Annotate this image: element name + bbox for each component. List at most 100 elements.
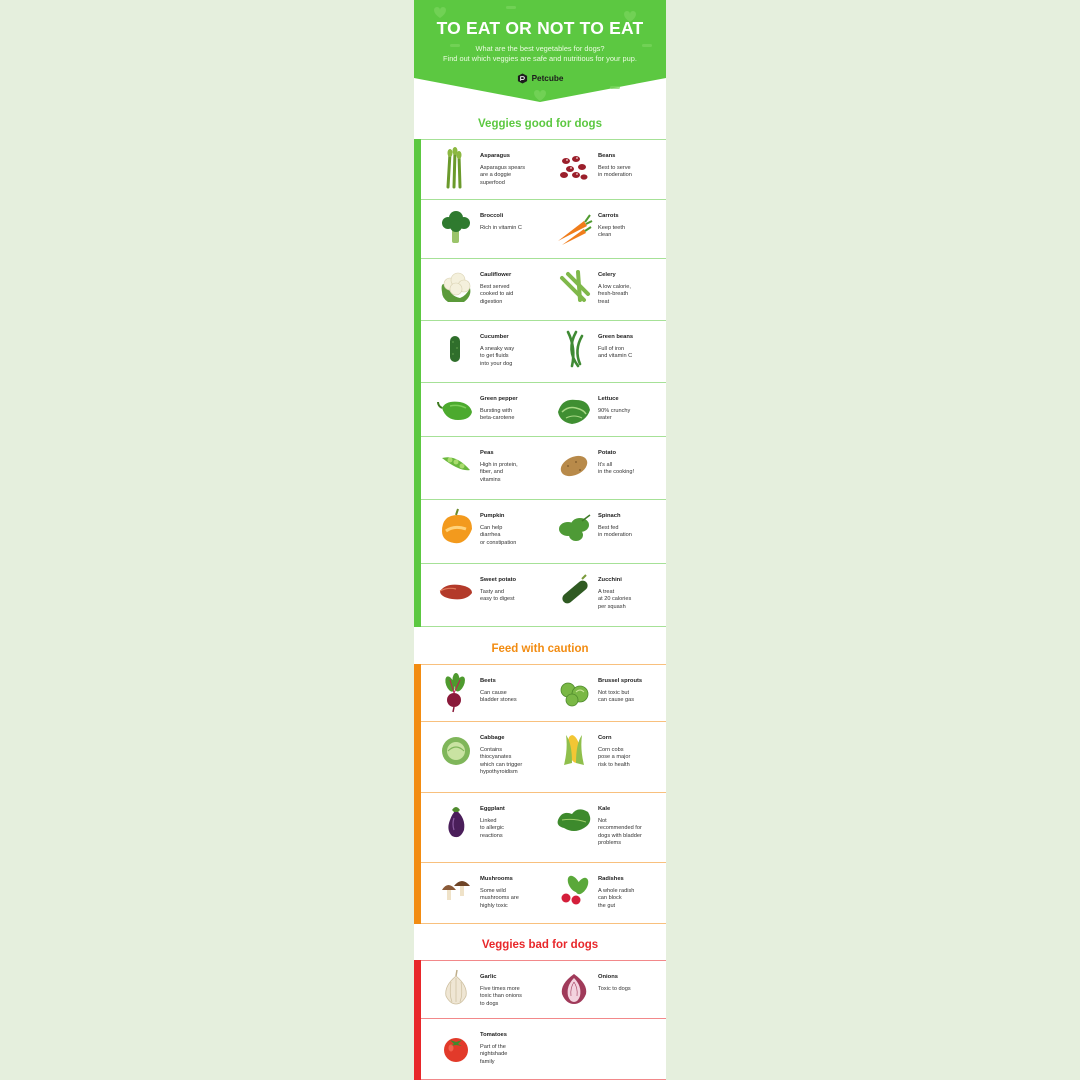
veggie-name: Garlic <box>480 974 497 980</box>
veggie-name: Cabbage <box>480 735 505 741</box>
lettuce-icon <box>558 399 590 424</box>
veggie-name: Green pepper <box>480 396 518 402</box>
section-accent-bar <box>414 960 421 1080</box>
veggie-description: A low calorie, fresh-breath treat <box>598 284 631 305</box>
veggie-description: It's all in the cooking! <box>598 462 635 476</box>
brand: Petcube <box>414 73 666 84</box>
sweet-potato-icon <box>439 584 472 600</box>
veggie-name: Cauliflower <box>480 272 512 278</box>
section-accent-bar <box>414 664 421 924</box>
beets-icon <box>445 673 465 713</box>
brussel-sprouts-icon <box>560 682 589 707</box>
mushrooms-icon <box>442 881 470 900</box>
veggie-description: Can help diarrhea or constipation <box>480 525 517 546</box>
veggie-description: Rich in vitamin C <box>480 225 522 231</box>
green-pepper-icon <box>437 401 472 420</box>
veggie-name: Asparagus <box>480 153 510 159</box>
veggie-name: Kale <box>598 806 611 812</box>
veggie-description: Asparagus spears are a doggie superfood <box>480 165 526 186</box>
veggie-name: Beans <box>598 153 616 159</box>
carrots-icon <box>558 214 593 245</box>
section-title-2: Feed with caution <box>491 643 589 655</box>
veggie-name: Spinach <box>598 513 621 519</box>
potato-icon <box>560 455 588 477</box>
row-divider <box>414 382 666 383</box>
header-banner: TO EAT OR NOT TO EAT What are the best v… <box>414 0 666 102</box>
row-divider <box>414 436 666 437</box>
veggie-name: Cucumber <box>480 334 509 340</box>
veggie-description: Contains thiocyanates which can trigger … <box>480 747 523 776</box>
veggie-description: Keep teeth clean <box>598 225 626 239</box>
section-title-3: Veggies bad for dogs <box>481 939 599 951</box>
cucumber-icon <box>450 336 460 362</box>
brand-name: Petcube <box>531 74 564 83</box>
veggie-description: Best to serve in moderation <box>598 165 632 179</box>
infographic-poster: TO EAT OR NOT TO EAT What are the best v… <box>414 0 666 1080</box>
spinach-icon <box>559 514 591 541</box>
broccoli-icon <box>442 211 470 243</box>
veggie-name: Eggplant <box>480 806 505 812</box>
veggie-description: 90% crunchy water <box>598 408 631 422</box>
subtitle-line-1: What are the best vegetables for dogs? <box>475 44 605 53</box>
veggie-description: Five times more toxic than onions to dog… <box>480 986 522 1007</box>
row-divider <box>414 792 666 793</box>
veggie-description: High in protein, fiber, and vitamins <box>480 462 518 483</box>
veggie-name: Potato <box>598 450 617 456</box>
veggie-description: Bursting with beta-carotene <box>480 408 515 422</box>
row-divider <box>414 320 666 321</box>
veggie-name: Brussel sprouts <box>598 678 643 684</box>
celery-icon <box>560 270 590 302</box>
row-divider <box>414 199 666 200</box>
veggie-description: Some wild mushrooms are highly toxic <box>480 888 519 909</box>
veggie-description: Full of iron and vitamin C <box>598 346 633 360</box>
eggplant-icon <box>448 807 465 838</box>
pumpkin-icon <box>442 508 472 544</box>
veggie-description: Corn cobs pose a major risk to health <box>598 747 631 768</box>
row-divider <box>414 664 666 665</box>
kale-icon <box>557 809 591 831</box>
veggie-name: Zucchini <box>598 577 622 583</box>
veggie-name: Onions <box>598 974 618 980</box>
asparagus-icon <box>446 147 462 189</box>
veggie-description: Best served cooked to aid digestion <box>480 284 514 305</box>
row-divider <box>414 721 666 722</box>
row-divider <box>414 563 666 564</box>
section-accent-bar <box>414 139 421 627</box>
veggie-name: Celery <box>598 272 616 278</box>
veggie-description: Part of the nightshade family <box>480 1044 508 1065</box>
corn-icon <box>564 735 584 765</box>
veggie-name: Broccoli <box>480 213 504 219</box>
radishes-icon <box>561 875 589 905</box>
veggie-name: Lettuce <box>598 396 619 402</box>
tomatoes-icon <box>444 1038 468 1062</box>
petcube-logo-icon <box>517 73 527 84</box>
onions-icon <box>561 974 587 1004</box>
row-divider <box>414 626 666 627</box>
veggie-name: Peas <box>480 450 494 456</box>
veggie-description: A sneaky way to get fluids into your dog <box>480 346 515 367</box>
veggie-name: Beets <box>480 678 496 684</box>
veggie-description: Linked to allergic reactions <box>480 818 504 839</box>
row-divider <box>414 923 666 924</box>
veggie-name: Green beans <box>598 334 634 340</box>
veggie-name: Mushrooms <box>480 876 513 882</box>
header-background <box>414 0 666 102</box>
section-title-1: Veggies good for dogs <box>478 118 602 130</box>
row-divider <box>414 258 666 259</box>
veggie-description: Tasty and easy to digest <box>480 589 515 603</box>
zucchini-icon <box>562 574 588 604</box>
veggie-description: Not recommended for dogs with bladder pr… <box>598 818 642 847</box>
beans-icon <box>560 156 588 180</box>
page-title: TO EAT OR NOT TO EAT <box>436 18 644 38</box>
veggie-name: Carrots <box>598 213 619 219</box>
row-divider <box>414 1018 666 1019</box>
garlic-icon <box>445 969 467 1005</box>
veggie-name: Sweet potato <box>480 577 517 583</box>
veggie-name: Radishes <box>598 876 624 882</box>
veggie-name: Tomatoes <box>480 1032 507 1038</box>
veggie-description: Can cause bladder stones <box>480 690 517 704</box>
cabbage-icon <box>442 737 470 765</box>
row-divider <box>414 499 666 500</box>
veggie-name: Corn <box>598 735 612 741</box>
veggie-description: A whole radish can block the gut <box>598 888 635 909</box>
